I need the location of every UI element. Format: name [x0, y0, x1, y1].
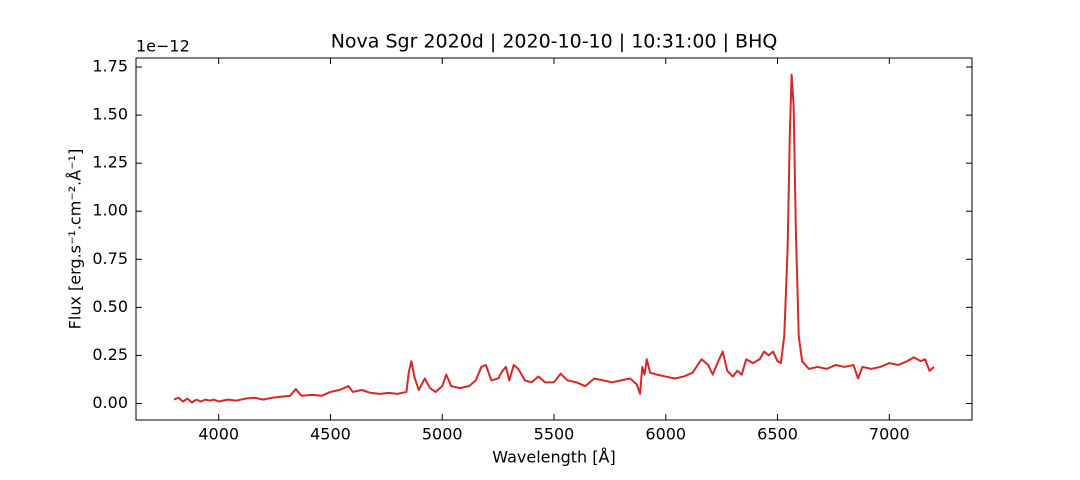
chart-title: Nova Sgr 2020d | 2020-10-10 | 10:31:00 |…	[331, 31, 778, 53]
x-tick-label: 4500	[310, 425, 351, 444]
y-tick-label: 1.50	[92, 105, 128, 124]
y-axis-label: Flux [erg.s⁻¹.cm⁻².Å⁻¹]	[66, 149, 85, 330]
x-tick-label: 5000	[422, 425, 463, 444]
x-tick-label: 4000	[198, 425, 239, 444]
x-tick-label: 7000	[869, 425, 910, 444]
x-axis-label: Wavelength [Å]	[492, 448, 615, 467]
x-tick-label: 6500	[757, 425, 798, 444]
x-tick-label: 6000	[645, 425, 686, 444]
y-tick-label: 0.25	[92, 345, 128, 364]
y-tick-label: 1.00	[92, 201, 128, 220]
y-tick-label: 0.00	[92, 393, 128, 412]
y-tick-label: 1.75	[92, 57, 128, 76]
y-tick-label: 1.25	[92, 153, 128, 172]
y-tick-label: 0.75	[92, 249, 128, 268]
y-tick-label: 0.50	[92, 297, 128, 316]
x-tick-label: 5500	[534, 425, 575, 444]
y-offset-label: 1e−12	[136, 37, 190, 56]
spectrum-line	[173, 73, 935, 404]
axes-frame	[135, 57, 973, 421]
